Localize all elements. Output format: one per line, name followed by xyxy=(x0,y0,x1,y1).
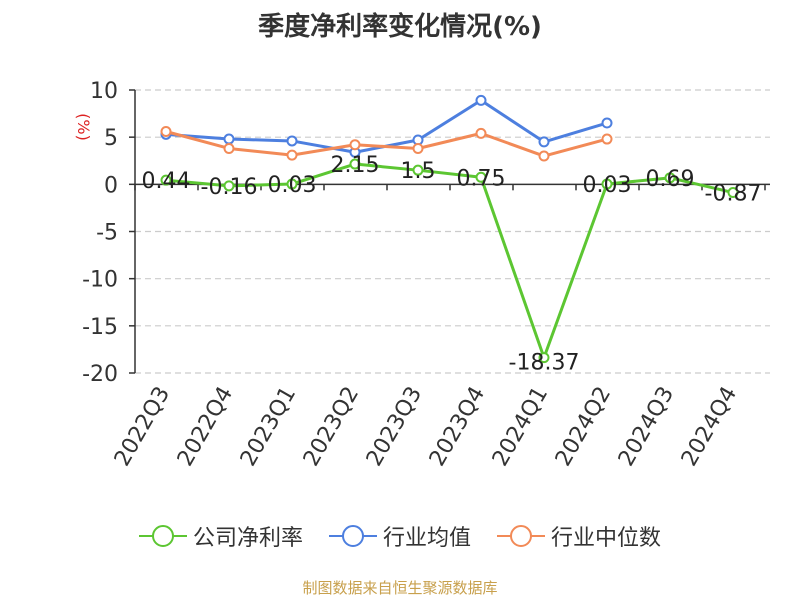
legend-marker xyxy=(341,525,364,547)
data-point xyxy=(223,180,235,192)
y-axis-unit-label: (%) xyxy=(74,113,93,141)
data-label: 2.15 xyxy=(331,153,380,178)
x-tick-label: 2022Q4 xyxy=(173,383,238,471)
legend: 公司净利率 行业均值 行业中位数 xyxy=(0,520,800,552)
y-tick-label: 5 xyxy=(104,126,118,151)
data-label: 0.69 xyxy=(646,167,695,192)
x-tick-label: 2023Q2 xyxy=(299,383,364,471)
data-point xyxy=(475,171,487,183)
data-point xyxy=(727,187,739,199)
chart-title: 季度净利率变化情况(%) xyxy=(258,12,542,42)
data-point xyxy=(160,174,172,186)
data-point xyxy=(160,126,172,138)
data-point xyxy=(664,172,676,184)
x-tick-label: 2022Q3 xyxy=(110,383,175,471)
data-label: 0.75 xyxy=(457,166,506,191)
legend-swatch xyxy=(497,524,545,548)
data-point xyxy=(475,94,487,106)
data-label: -0.16 xyxy=(201,175,258,200)
data-point xyxy=(412,142,424,154)
data-label: 1.5 xyxy=(401,159,436,184)
y-tick-label: -20 xyxy=(82,362,118,387)
source-note: 制图数据来自恒生聚源数据库 xyxy=(302,579,498,597)
legend-item[interactable]: 行业中位数 xyxy=(497,520,661,552)
x-tick-label: 2023Q4 xyxy=(425,383,490,471)
data-point xyxy=(223,133,235,145)
series-line xyxy=(165,162,734,360)
grid-lines xyxy=(135,89,770,374)
data-point xyxy=(286,135,298,147)
data-label: -18.37 xyxy=(509,351,580,376)
data-point xyxy=(538,352,550,364)
legend-label: 行业中位数 xyxy=(551,526,662,551)
x-tick-label: 2023Q1 xyxy=(236,383,301,471)
data-point xyxy=(475,127,487,139)
data-labels: 0.44 -0.16 0.03 2.15 1.5 0.75 -18.37 0.03 0.69 -0… xyxy=(142,153,762,376)
data-label: 0.03 xyxy=(268,173,317,198)
x-tick-label: 2024Q3 xyxy=(614,383,679,471)
y-tick-label: -15 xyxy=(82,315,118,340)
legend-item[interactable]: 行业均值 xyxy=(328,520,471,552)
data-point xyxy=(601,117,613,129)
data-label: -0.87 xyxy=(705,182,762,207)
y-tick-label: 10 xyxy=(90,79,118,104)
data-point xyxy=(349,139,361,151)
y-tick-label: 0 xyxy=(104,173,118,198)
series-lines xyxy=(160,94,739,364)
series-line xyxy=(165,130,608,158)
legend-item[interactable]: 公司净利率 xyxy=(138,520,303,552)
y-tick-label: -5 xyxy=(96,221,118,246)
data-point xyxy=(601,133,613,145)
legend-swatch xyxy=(328,524,377,548)
x-tick-label: 2024Q4 xyxy=(677,383,742,471)
data-point xyxy=(349,158,361,170)
data-point xyxy=(223,142,235,154)
data-label: 0.44 xyxy=(142,169,191,194)
y-tick-label: -10 xyxy=(82,268,118,293)
legend-marker xyxy=(510,525,532,547)
legend-swatch xyxy=(138,524,187,548)
data-point xyxy=(412,164,424,176)
data-point xyxy=(601,178,613,190)
legend-marker xyxy=(151,525,174,547)
data-point xyxy=(286,149,298,161)
x-tick-label: 2024Q2 xyxy=(551,383,616,471)
legend-label: 行业均值 xyxy=(382,526,471,551)
x-tick-label: 2024Q1 xyxy=(488,383,553,471)
data-point xyxy=(538,150,550,162)
x-tick-label: 2023Q3 xyxy=(362,383,427,471)
legend-label: 公司净利率 xyxy=(192,526,303,551)
data-point xyxy=(538,136,550,148)
data-point xyxy=(286,178,298,190)
data-label: 0.03 xyxy=(583,173,632,198)
